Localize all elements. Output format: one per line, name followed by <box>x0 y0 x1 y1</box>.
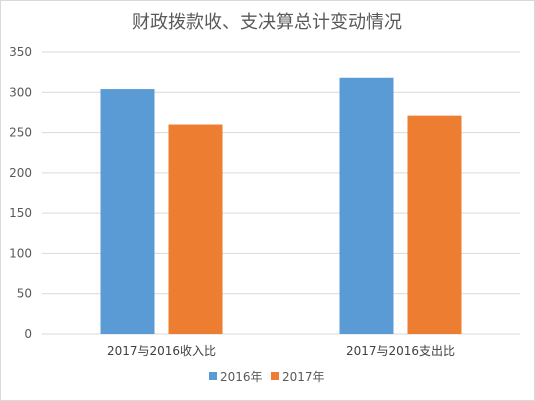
legend-swatch <box>271 372 279 380</box>
x-category-label: 2017与2016支出比 <box>346 344 455 358</box>
legend: 2016年 2017年 <box>209 370 325 384</box>
bar-2017-expense <box>407 115 462 334</box>
bar-2016-expense <box>339 77 394 334</box>
chart-title: 财政拨款收、支决算总计变动情况 <box>132 12 402 33</box>
y-tick-label: 250 <box>9 126 32 140</box>
y-tick-label: 200 <box>9 166 32 180</box>
legend-label: 2016年 <box>220 370 263 384</box>
bar-2016-income <box>100 89 155 334</box>
legend-label: 2017年 <box>282 370 325 384</box>
y-tick-label: 150 <box>9 206 32 220</box>
x-axis-labels: 2017与2016收入比 2017与2016支出比 <box>107 344 455 358</box>
bar-2017-income <box>168 124 223 334</box>
y-tick-label: 0 <box>24 327 32 341</box>
bars <box>100 77 462 334</box>
y-tick-label: 300 <box>9 85 32 99</box>
y-tick-label: 350 <box>9 45 32 59</box>
y-tick-label: 50 <box>17 287 32 301</box>
y-axis-ticks: 0 50 100 150 200 250 300 350 <box>9 45 32 341</box>
legend-swatch <box>209 372 217 380</box>
x-category-label: 2017与2016收入比 <box>107 344 216 358</box>
y-tick-label: 100 <box>9 246 32 260</box>
